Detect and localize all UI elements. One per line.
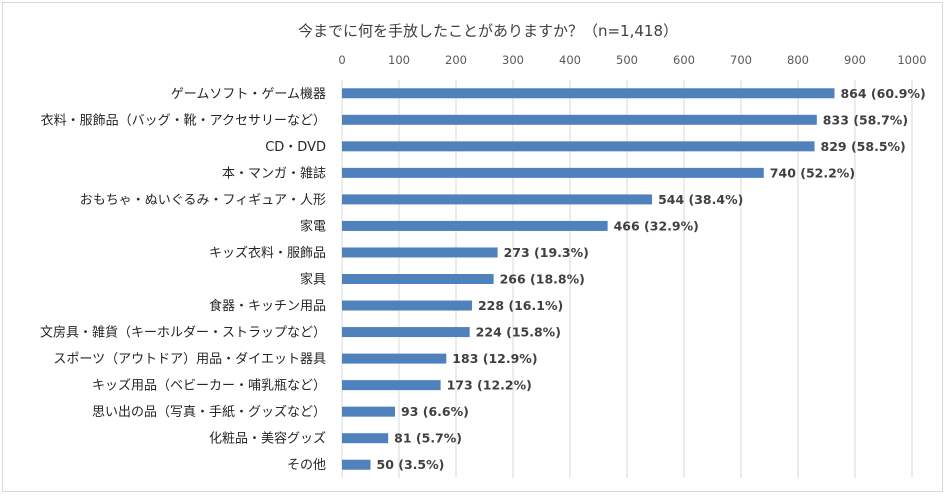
data-label: 740 (52.2%) — [770, 165, 855, 180]
data-label: 273 (19.3%) — [504, 245, 589, 260]
x-axis-ticks: 0 100 200 300 400 500 600 700 800 900 1000 — [338, 53, 926, 67]
bar — [342, 300, 472, 311]
bar — [342, 274, 494, 284]
category-label: 思い出の品（写真・手紙・グッズなど） — [92, 404, 326, 420]
data-label: 81 (5.7%) — [394, 431, 462, 446]
bar — [342, 459, 371, 470]
data-label: 228 (16.1%) — [478, 298, 563, 313]
bar — [342, 353, 447, 364]
category-label: キッズ衣料・服飾品 — [209, 245, 326, 261]
bar — [342, 247, 498, 258]
category-label: 家電 — [300, 218, 326, 234]
category-label: 化粧品・美容グッズ — [209, 431, 326, 447]
bar — [342, 167, 764, 178]
data-labels: 864 (60.9%) 833 (58.7%) 829 (58.5%) 740 (52… — [377, 86, 926, 472]
x-tick-label: 900 — [844, 53, 866, 67]
x-tick-label: 1000 — [897, 53, 926, 67]
x-tick-label: 600 — [673, 53, 695, 67]
category-label: スポーツ（アウトドア）用品・ダイエット器具 — [53, 352, 326, 367]
data-label: 183 (12.9%) — [452, 351, 537, 366]
category-label: 衣料・服飾品（バッグ・靴・アクセサリーなど） — [41, 112, 326, 128]
bar — [342, 220, 608, 231]
data-label: 266 (18.8%) — [500, 272, 585, 287]
bar — [342, 433, 389, 444]
category-label: 本・マンガ・雑誌 — [222, 165, 326, 181]
x-tick-label: 500 — [616, 53, 638, 67]
data-label: 829 (58.5%) — [821, 139, 906, 154]
category-label: 家具 — [300, 272, 326, 288]
category-label: CD・DVD — [265, 140, 326, 155]
x-tick-label: 200 — [445, 53, 467, 67]
chart-title: 今までに何を手放したことがありますか？（n=1,418） — [298, 22, 678, 40]
category-label: おもちゃ・ぬいぐるみ・フィギュア・人形 — [80, 193, 326, 208]
x-tick-label: 700 — [730, 53, 752, 67]
category-label: 食器・キッチン用品 — [209, 298, 326, 314]
data-label: 833 (58.7%) — [823, 112, 908, 127]
bars — [342, 88, 835, 470]
data-label: 224 (15.8%) — [476, 325, 561, 340]
data-label: 466 (32.9%) — [614, 218, 699, 233]
bar — [342, 194, 653, 205]
data-label: 864 (60.9%) — [840, 86, 925, 101]
data-label: 93 (6.6%) — [401, 404, 469, 419]
category-label: 文房具・雑貨（キーホルダー・ストラップなど） — [40, 325, 326, 341]
category-label: その他 — [287, 458, 326, 473]
category-label: キッズ用品（ベビーカー・哺乳瓶など） — [92, 378, 326, 394]
data-label: 50 (3.5%) — [377, 457, 445, 472]
x-tick-label: 100 — [388, 53, 410, 67]
category-label: ゲームソフト・ゲーム機器 — [171, 87, 326, 102]
bar — [342, 406, 396, 417]
x-tick-label: 300 — [502, 53, 524, 67]
data-label: 544 (38.4%) — [658, 192, 743, 207]
bar — [342, 114, 817, 125]
data-label: 173 (12.2%) — [447, 378, 532, 393]
bar — [342, 141, 815, 152]
x-tick-label: 800 — [787, 53, 809, 67]
bar — [342, 88, 835, 99]
bar — [342, 380, 441, 391]
x-tick-label: 0 — [338, 53, 345, 67]
bar — [342, 327, 470, 338]
x-tick-label: 400 — [559, 53, 581, 67]
